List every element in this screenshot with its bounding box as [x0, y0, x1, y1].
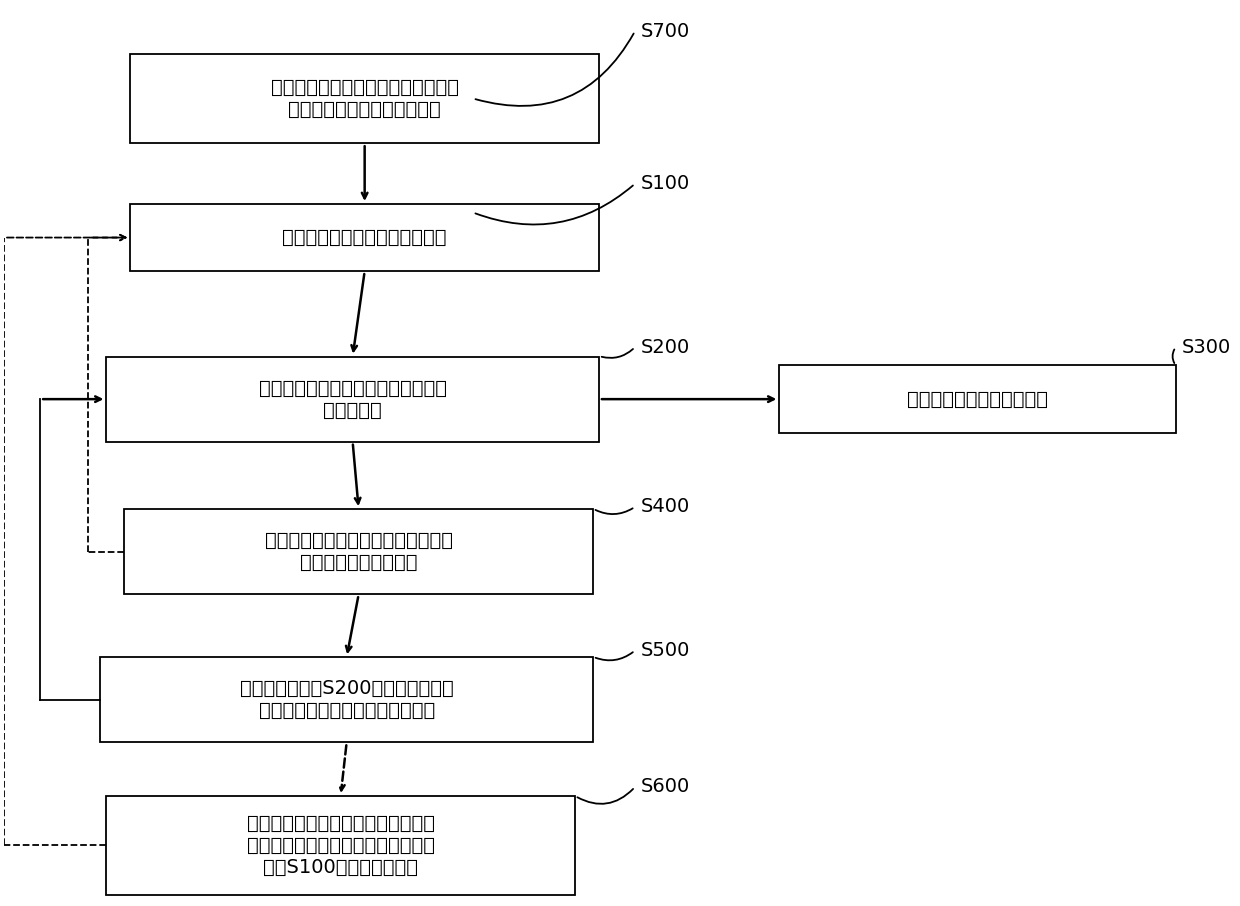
- Text: S700: S700: [641, 22, 691, 41]
- Text: 将含有生物炭和失活催化剂的固体热
解产物与空气进行燃烧: 将含有生物炭和失活催化剂的固体热 解产物与空气进行燃烧: [264, 531, 453, 573]
- Text: 将油气混合物进行冷却处理: 将油气混合物进行冷却处理: [906, 390, 1048, 409]
- FancyBboxPatch shape: [100, 657, 593, 743]
- Text: S100: S100: [641, 174, 691, 193]
- FancyBboxPatch shape: [107, 795, 575, 894]
- FancyBboxPatch shape: [130, 53, 599, 143]
- Text: 将供热烟气返回S200中的移动床热解
反应器的辐射加热管作为热源使用: 将供热烟气返回S200中的移动床热解 反应器的辐射加热管作为热源使用: [239, 680, 454, 720]
- FancyBboxPatch shape: [124, 509, 593, 594]
- Text: S400: S400: [641, 497, 691, 516]
- Text: S300: S300: [1182, 338, 1231, 357]
- FancyBboxPatch shape: [779, 365, 1176, 433]
- Text: S600: S600: [641, 777, 691, 796]
- FancyBboxPatch shape: [130, 204, 599, 271]
- Text: S200: S200: [641, 338, 691, 357]
- Text: S500: S500: [641, 641, 691, 660]
- Text: 在将生物质与催化剂进行混合处理之
前预先对生物质进行干燥处理: 在将生物质与催化剂进行混合处理之 前预先对生物质进行干燥处理: [270, 78, 459, 119]
- Text: 将含有热灰和再生催化剂的固体产物
进行分离处理，并将再生催化剂返回
步骤S100与混合物料混合: 将含有热灰和再生催化剂的固体产物 进行分离处理，并将再生催化剂返回 步骤S100…: [247, 814, 435, 877]
- Text: 将混合物料在移动床热解反应器内进
行热解处理: 将混合物料在移动床热解反应器内进 行热解处理: [259, 379, 446, 419]
- FancyBboxPatch shape: [107, 356, 599, 442]
- Text: 将生物质与催化剂进行混合处理: 将生物质与催化剂进行混合处理: [283, 228, 446, 247]
